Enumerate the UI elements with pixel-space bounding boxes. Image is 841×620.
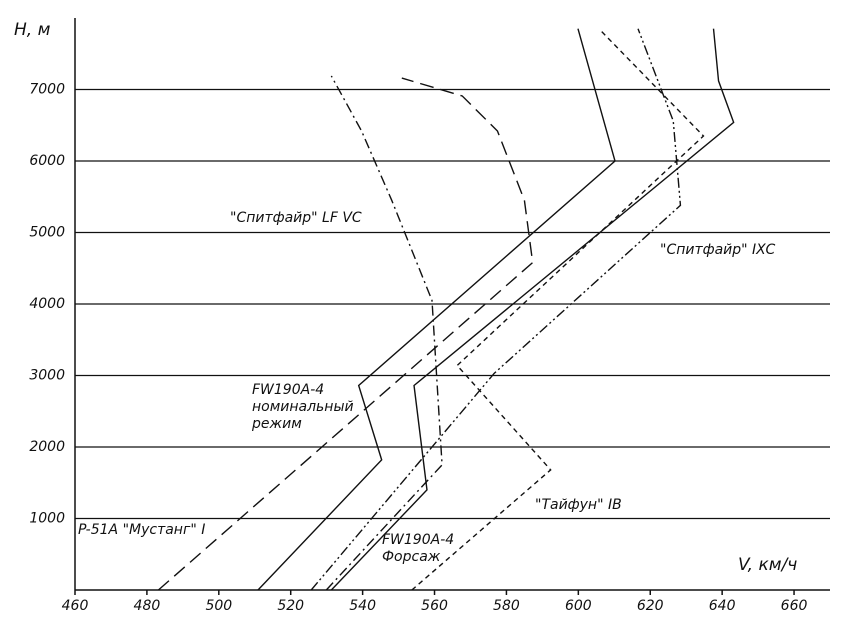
series-label: P-51A "Мустанг" I xyxy=(78,522,205,538)
x-tick-label: 620 xyxy=(637,598,664,614)
y-tick-label: 7000 xyxy=(29,82,65,98)
series-label: "Тайфун" IB xyxy=(535,497,622,513)
x-tick-label: 560 xyxy=(421,598,448,614)
x-tick-label: 660 xyxy=(781,598,808,614)
x-axis-label: V, км/ч xyxy=(738,555,797,575)
series-line xyxy=(157,77,534,591)
x-tick-label: 500 xyxy=(205,598,232,614)
x-tick-label: 600 xyxy=(565,598,592,614)
y-tick-label: 6000 xyxy=(29,153,65,169)
series-line xyxy=(330,28,735,591)
x-tick-label: 480 xyxy=(134,598,161,614)
y-tick-label: 2000 xyxy=(29,439,65,455)
series-line xyxy=(257,28,616,591)
series-label: FW190A-4 номинальный режим xyxy=(251,382,354,432)
y-tick-label: 4000 xyxy=(29,296,65,312)
y-axis-label: H, м xyxy=(14,20,51,40)
series-label: "Спитфайр" LF VC xyxy=(230,210,362,226)
y-tick-label: 3000 xyxy=(29,368,65,384)
x-tick-label: 580 xyxy=(493,598,520,614)
series-line xyxy=(310,28,682,591)
series-label: FW190A-4 Форсаж xyxy=(382,532,454,565)
x-tick-label: 640 xyxy=(709,598,736,614)
x-tick-label: 520 xyxy=(277,598,304,614)
y-tick-label: 1000 xyxy=(29,511,65,527)
x-tick-label: 460 xyxy=(62,598,89,614)
series-label: "Спитфайр" IXC xyxy=(660,242,776,258)
y-tick-label: 5000 xyxy=(29,225,65,241)
x-tick-label: 540 xyxy=(349,598,376,614)
series-line xyxy=(325,75,443,591)
